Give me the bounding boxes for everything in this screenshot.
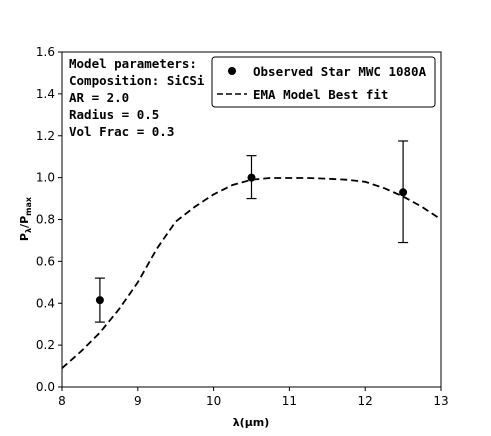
observed-points-layer <box>94 140 409 323</box>
y-tick-label: 0.2 <box>36 338 55 352</box>
model-curve-layer <box>61 177 442 369</box>
annotation-line: Radius = 0.5 <box>69 107 159 122</box>
annotation-line: Model parameters: <box>69 56 197 71</box>
annotation-line: Vol Frac = 0.3 <box>69 124 174 139</box>
y-axis-label: Pλ/Pmax <box>18 196 33 241</box>
x-tick-label: 13 <box>433 394 448 408</box>
y-tick-label: 0.6 <box>36 254 55 268</box>
y-tick-label: 1.6 <box>36 45 55 59</box>
observed-point <box>247 173 256 182</box>
x-axis-ticks: 8 9 10 11 12 13 <box>58 387 449 408</box>
y-axis-ticks: 0.0 0.2 0.4 0.6 0.8 1.0 1.2 1.4 1.6 <box>36 45 62 394</box>
legend-frame <box>211 56 436 108</box>
y-tick-label: 1.2 <box>36 129 55 143</box>
x-tick-label: 10 <box>206 394 221 408</box>
model-curve <box>61 177 442 369</box>
x-tick-label: 8 <box>58 394 66 408</box>
y-tick-label: 1.4 <box>36 87 55 101</box>
annotation-box: Model parameters: Composition: SiCSi AR … <box>69 56 205 139</box>
legend-label-model: EMA Model Best fit <box>253 87 388 102</box>
legend-label-observed: Observed Star MWC 1080A <box>253 64 427 79</box>
y-tick-label: 0.8 <box>36 213 55 227</box>
y-label-sub2: max <box>24 196 33 216</box>
y-label-mid: /P <box>18 216 31 228</box>
x-tick-label: 9 <box>134 394 142 408</box>
y-tick-label: 1.0 <box>36 171 55 185</box>
x-axis-label: λ(μm) <box>233 416 270 429</box>
y-tick-label: 0.0 <box>36 380 55 394</box>
observed-point <box>95 296 104 305</box>
y-label-base: P <box>18 233 31 241</box>
annotation-line: AR = 2.0 <box>69 90 129 105</box>
y-tick-label: 0.4 <box>36 296 55 310</box>
observed-point <box>399 188 408 197</box>
y-label-sub1: λ <box>24 228 33 233</box>
legend: Observed Star MWC 1080A EMA Model Best f… <box>211 56 436 108</box>
x-tick-label: 12 <box>358 394 373 408</box>
annotation-line: Composition: SiCSi <box>69 73 205 88</box>
legend-marker-observed <box>228 67 236 75</box>
x-tick-label: 11 <box>282 394 297 408</box>
